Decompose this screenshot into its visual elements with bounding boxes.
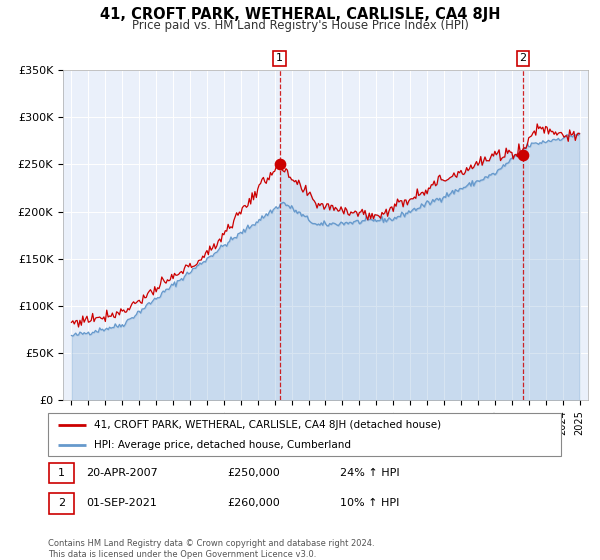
Bar: [49, 463, 74, 483]
Point: [518, 151, 528, 160]
Text: 2: 2: [58, 498, 65, 508]
Point: [275, 160, 284, 169]
Bar: [49, 493, 74, 514]
Text: 41, CROFT PARK, WETHERAL, CARLISLE, CA4 8JH: 41, CROFT PARK, WETHERAL, CARLISLE, CA4 …: [100, 7, 500, 22]
Text: Price paid vs. HM Land Registry's House Price Index (HPI): Price paid vs. HM Land Registry's House …: [131, 19, 469, 32]
Text: 24% ↑ HPI: 24% ↑ HPI: [340, 468, 400, 478]
Text: 01-SEP-2021: 01-SEP-2021: [86, 498, 157, 508]
Text: 1: 1: [276, 53, 283, 63]
Text: Contains HM Land Registry data © Crown copyright and database right 2024.
This d: Contains HM Land Registry data © Crown c…: [48, 539, 374, 559]
Text: HPI: Average price, detached house, Cumberland: HPI: Average price, detached house, Cumb…: [94, 440, 351, 450]
Text: 10% ↑ HPI: 10% ↑ HPI: [340, 498, 400, 508]
Text: £250,000: £250,000: [227, 468, 280, 478]
Text: £260,000: £260,000: [227, 498, 280, 508]
Text: 1: 1: [58, 468, 65, 478]
Text: 20-APR-2007: 20-APR-2007: [86, 468, 158, 478]
Text: 2: 2: [520, 53, 527, 63]
Text: 41, CROFT PARK, WETHERAL, CARLISLE, CA4 8JH (detached house): 41, CROFT PARK, WETHERAL, CARLISLE, CA4 …: [94, 419, 441, 430]
